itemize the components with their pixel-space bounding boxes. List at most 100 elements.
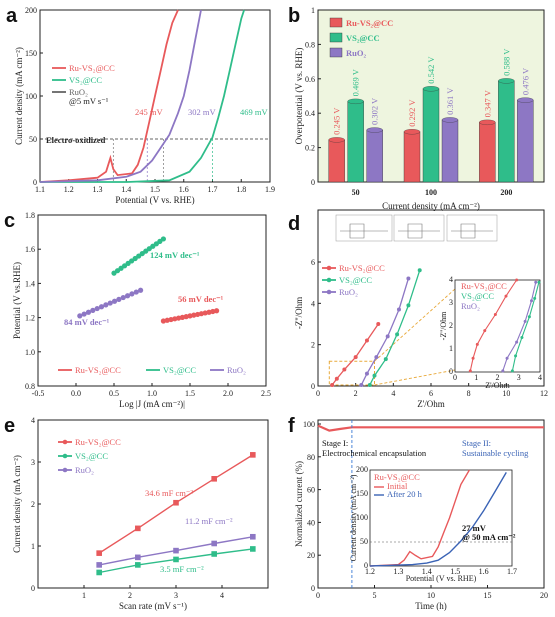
panel-a-mv-ruo2: 302 mV bbox=[188, 107, 216, 117]
panel-f-inset-ann: @ 50 mA cm⁻² bbox=[462, 532, 516, 542]
panel-d-xtick: 6 bbox=[429, 389, 433, 398]
panel-d-inset-point bbox=[515, 278, 519, 282]
panel-b-bar-label: 0.469 V bbox=[351, 68, 361, 96]
panel-d-xlabel: Z'/Ohm bbox=[417, 399, 445, 409]
panel-c-legend-ruo2-label: RuO₂ bbox=[227, 365, 246, 375]
panel-e-point bbox=[173, 547, 179, 554]
panel-e-point bbox=[173, 499, 179, 506]
panel-d-inset-curve bbox=[502, 282, 537, 372]
panel-d-xtick: 2 bbox=[354, 389, 358, 398]
panel-b-legend-swatch bbox=[329, 47, 343, 58]
panel-a-legend-ru-label: Ru-VS₂@CC bbox=[69, 63, 115, 73]
panel-d-point bbox=[334, 376, 339, 381]
panel-e-point bbox=[135, 562, 141, 568]
panel-d-curve bbox=[360, 278, 410, 386]
panel-a-curve-RuO₂ bbox=[39, 9, 202, 183]
panel-c-letter: c bbox=[4, 210, 15, 232]
panel-a-curve-Ru-VS₂@CC bbox=[39, 9, 179, 183]
panel-a-xtick: 1.4 bbox=[121, 185, 131, 194]
panel-e-legend-vs2-label: VS₂@CC bbox=[75, 451, 108, 461]
panel-b-bar-label: 0.542 V bbox=[426, 56, 436, 84]
panel-b-legend-label: VS₂@CC bbox=[346, 33, 380, 43]
panel-c-point bbox=[124, 293, 131, 299]
panel-b-bar-cap bbox=[347, 98, 364, 104]
panel-d-inset-point bbox=[475, 342, 479, 346]
panel-b-bar bbox=[347, 101, 364, 183]
panel-d-inset-ytick: 3 bbox=[449, 298, 453, 307]
panel-d-inset-ytick: 1 bbox=[449, 344, 453, 353]
panel-a-xtick: 1.9 bbox=[265, 185, 275, 194]
panel-a-ylabel: Current density (mA cm⁻²) bbox=[14, 47, 24, 145]
panel-d-inset-xlabel: Z'/Ohm bbox=[485, 381, 510, 390]
panel-d-point bbox=[406, 303, 411, 308]
panel-f-inset-ytick: 50 bbox=[360, 537, 368, 546]
panel-a-mv-vs2: 469 mV bbox=[240, 107, 268, 117]
panel-d-inset-point bbox=[534, 280, 538, 284]
panel-e-cdl-vs2: 3.5 mF cm⁻² bbox=[160, 564, 204, 574]
panel-d-inset-point bbox=[501, 369, 505, 373]
panel-a-xtick: 1.3 bbox=[93, 185, 103, 194]
panel-c-xtick: 2.5 bbox=[261, 389, 271, 398]
panel-b-bar bbox=[422, 88, 440, 183]
panel-d-inset-xtick: 1 bbox=[474, 373, 478, 382]
panel-f-xtick: 0 bbox=[316, 591, 320, 600]
panel-c-point bbox=[160, 236, 166, 242]
panel-c-point bbox=[85, 309, 92, 315]
panel-b-legend-label: RuO₂ bbox=[346, 48, 366, 58]
panel-c-xtick: -0.5 bbox=[32, 389, 45, 398]
panel-b-bar-cap bbox=[403, 129, 421, 135]
panel-c-point bbox=[103, 302, 109, 308]
panel-c-xtick: 2.0 bbox=[223, 389, 233, 398]
panel-e-point bbox=[96, 569, 102, 576]
panel-d-point bbox=[353, 355, 358, 360]
panel-d-inset-point bbox=[523, 319, 527, 323]
panel-d-legend-vs2-label: VS₂@CC bbox=[339, 275, 372, 285]
panel-b-bar-cap bbox=[441, 117, 459, 123]
panel-f-inset-ann: 27 mV bbox=[462, 523, 487, 533]
panel-e-point bbox=[250, 546, 256, 552]
panel-e-legend-ruo2-label: RuO₂ bbox=[75, 465, 94, 475]
panel-c-point bbox=[214, 308, 220, 314]
panel-d-inset-ytick: 4 bbox=[449, 275, 453, 284]
panel-d-point bbox=[383, 357, 388, 362]
panel-d-inset-legend: RuO₂ bbox=[461, 301, 480, 311]
panel-e-point bbox=[211, 476, 217, 482]
panel-f-inset-ytick: 200 bbox=[356, 465, 368, 474]
panel-b-ytick: 0.2 bbox=[305, 144, 315, 153]
panel-c-point bbox=[120, 294, 126, 301]
panel-e-cdl-ru: 34.6 mF cm⁻² bbox=[145, 488, 193, 498]
panel-d-inset-legend: Ru-VS₂@CC bbox=[461, 281, 507, 291]
panel-f-stability-curve bbox=[317, 424, 544, 432]
panel-d-inset-point bbox=[527, 315, 531, 319]
panel-b-ylabel: Overpotential (V vs. RHE) bbox=[294, 48, 304, 145]
panel-d-inset-point bbox=[468, 369, 472, 373]
panel-b-legend-label: Ru-VS₂@CC bbox=[346, 18, 393, 28]
panel-a-xtick: 1.1 bbox=[35, 185, 45, 194]
panel-c-xtick: 1.0 bbox=[147, 389, 157, 398]
panel-b-ytick: 0.4 bbox=[305, 109, 315, 118]
panel-f-inset-legend-title: Ru-VS₂@CC bbox=[374, 472, 420, 482]
panel-b-bar-label: 0.361 V bbox=[445, 87, 455, 115]
panel-d-inset-point bbox=[514, 354, 518, 358]
panel-e-xtick: 1 bbox=[82, 591, 86, 600]
panel-e-point bbox=[96, 550, 102, 556]
panel-e-xlabel: Scan rate (mV s⁻¹) bbox=[119, 601, 187, 611]
panel-a-mv-ru: 245 mV bbox=[135, 107, 163, 117]
panel-d-inset-xtick: 0 bbox=[453, 373, 457, 382]
panel-a-curve-VS₂@CC bbox=[40, 9, 245, 183]
panel-b-bar-label: 0.245 V bbox=[332, 107, 342, 135]
panel-f-ytick: 20 bbox=[307, 551, 315, 560]
panel-d-point bbox=[376, 322, 381, 326]
panel-b-bar-label: 0.588 V bbox=[501, 48, 511, 76]
panel-b-bar-cap bbox=[328, 137, 345, 143]
panel-d-xtick: 12 bbox=[540, 389, 548, 398]
panel-d-point bbox=[359, 382, 364, 387]
panel-a-letter: a bbox=[6, 5, 18, 27]
panel-b-bar bbox=[403, 131, 421, 183]
panel-c-point bbox=[98, 304, 105, 310]
panel-d-inset-curve bbox=[511, 282, 540, 372]
panel-e-letter: e bbox=[4, 415, 15, 437]
panel-b-bar-label: 0.292 V bbox=[407, 99, 417, 127]
panel-f-inset-ytick: 150 bbox=[356, 489, 368, 498]
panel-d-inset-ytick: 0 bbox=[449, 367, 453, 376]
